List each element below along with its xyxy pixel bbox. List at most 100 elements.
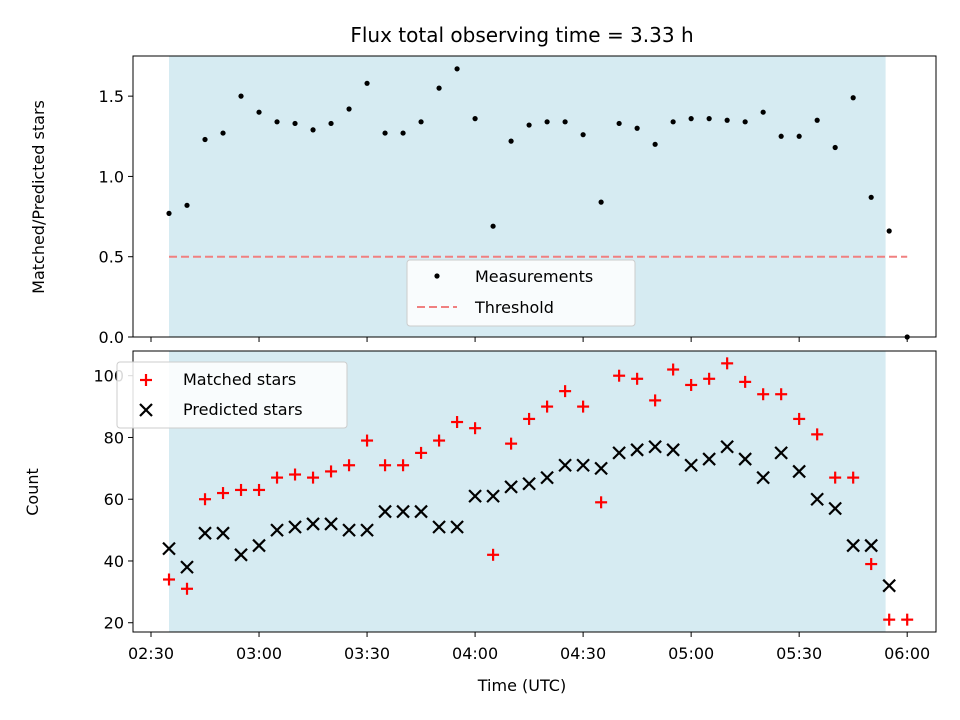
x-axis-label: Time (UTC) [477, 676, 566, 695]
predicted-star-point [828, 501, 842, 516]
predicted-star-point [612, 446, 626, 460]
measurement-point [598, 199, 604, 205]
predicted-star-point [846, 538, 860, 553]
top-y-axis-label: Matched/Predicted stars [29, 100, 48, 294]
measurement-point [652, 141, 658, 147]
measurement-point [796, 133, 802, 139]
x-tick-label: 04:30 [560, 644, 606, 663]
predicted-star-point [756, 470, 770, 485]
measurement-point [346, 106, 352, 112]
measurement-point [238, 93, 244, 99]
matched-star-point [289, 468, 302, 481]
predicted-star-point [774, 446, 788, 460]
matched-star-point [649, 394, 662, 407]
matched-star-point [469, 422, 482, 435]
bottom-y-tick-label: 60 [104, 490, 124, 509]
matched-stars-series [163, 357, 914, 626]
top-legend-box [406, 259, 636, 327]
measurement-point [364, 80, 370, 86]
matched-star-point [199, 493, 212, 506]
measurement-point [400, 130, 406, 136]
measurement-point [814, 117, 820, 123]
measurement-point [184, 202, 190, 208]
predicted-star-point [630, 443, 644, 457]
matched-legend-marker [140, 374, 152, 386]
predicted-star-point [468, 489, 482, 503]
predicted-star-point [198, 526, 212, 540]
predicted-star-point [594, 461, 608, 476]
matched-star-point [217, 487, 230, 500]
predicted-star-point [576, 458, 590, 473]
chart-title: Flux total observing time = 3.33 h [350, 23, 693, 47]
predicted-star-point [162, 541, 176, 556]
predicted-star-point [378, 504, 392, 519]
x-tick-label: 05:00 [668, 644, 714, 663]
predicted-star-point [396, 504, 410, 519]
bottom-axes-frame [132, 350, 937, 633]
bottom-legend: Matched stars Predicted stars [116, 361, 348, 429]
matched-star-point [343, 459, 356, 472]
predicted-star-point [486, 489, 500, 503]
bottom-y-tick-label: 40 [104, 552, 124, 571]
predicted-star-point [558, 458, 572, 473]
matched-star-point [721, 357, 734, 370]
matched-star-point [595, 496, 608, 509]
predicted-star-point [288, 520, 302, 534]
measurement-point [544, 119, 550, 125]
top-y-tick-label: 0.0 [99, 328, 124, 347]
matched-star-point [505, 437, 518, 450]
predicted-star-point [702, 452, 716, 466]
predicted-star-point [666, 443, 680, 457]
matched-star-point [757, 388, 770, 401]
predicted-star-point [810, 492, 824, 506]
predicted-star-point [252, 538, 266, 553]
measurement-point [778, 133, 784, 139]
predicted-star-point [684, 458, 698, 473]
matched-star-point [451, 416, 464, 429]
measurement-point [526, 122, 532, 128]
predicted-star-point [414, 504, 428, 519]
x-tick-label: 02:30 [128, 644, 174, 663]
bottom-y-tick-label: 20 [104, 614, 124, 633]
measurement-point [310, 127, 316, 133]
matched-star-point [487, 548, 500, 561]
top-axes-frame [132, 55, 937, 338]
measurement-point [472, 116, 478, 122]
matched-star-point [847, 471, 860, 484]
top-panel: 0.0 0.5 1.0 1.5 Flux total observing time =… [29, 23, 937, 347]
measurement-point [256, 109, 262, 115]
bottom-y-axis: 20 40 60 80 100 [93, 367, 133, 633]
predicted-star-point [234, 548, 248, 562]
predicted-star-point [432, 520, 446, 534]
predicted-star-point [504, 480, 518, 494]
matched-star-point [703, 372, 716, 385]
measurement-point [382, 130, 388, 136]
measurement-point [166, 210, 172, 216]
measurement-point [292, 120, 298, 127]
top-x-ticks [150, 337, 908, 342]
matched-star-point [271, 471, 284, 484]
top-y-tick-label: 1.5 [99, 87, 124, 106]
matched-star-point [415, 446, 428, 459]
threshold-legend-label: Threshold [474, 298, 554, 317]
bottom-y-axis-label: Count [23, 468, 42, 516]
matched-star-point [163, 573, 176, 586]
measurement-point [706, 116, 712, 122]
measurement-point [742, 119, 748, 125]
matched-legend-label: Matched stars [183, 370, 296, 389]
bottom-y-tick-label: 100 [93, 367, 124, 386]
measurement-point [616, 120, 622, 127]
measurement-point [634, 125, 640, 131]
matched-star-point [361, 434, 374, 447]
measurement-point [454, 66, 460, 72]
matched-star-point [541, 400, 554, 413]
x-tick-label: 04:00 [452, 644, 498, 663]
matched-star-point [523, 412, 536, 425]
predicted-stars-series [162, 439, 896, 593]
bottom-y-tick-label: 80 [104, 428, 124, 447]
measurement-point [418, 119, 424, 125]
matched-star-point [235, 483, 248, 496]
measurement-point [886, 228, 892, 234]
measurement-point [220, 130, 226, 136]
